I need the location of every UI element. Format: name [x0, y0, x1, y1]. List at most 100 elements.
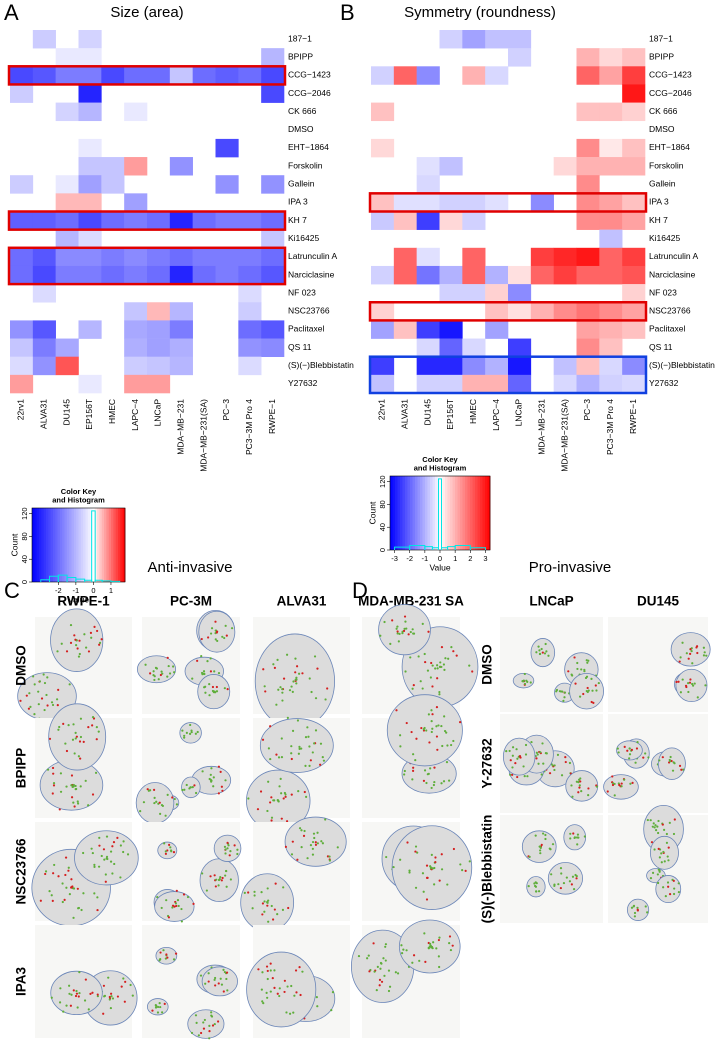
heatmap-cell	[599, 338, 623, 357]
nucleus	[74, 638, 77, 641]
heatmap-cell	[599, 211, 623, 230]
row-label: CK 666	[288, 106, 317, 116]
nucleus	[679, 691, 682, 694]
nucleus	[418, 959, 421, 962]
nucleus	[577, 791, 580, 794]
nucleus	[322, 759, 326, 762]
nucleus	[228, 854, 231, 857]
nucleus	[409, 656, 412, 659]
nucleus	[79, 757, 82, 760]
heatmap-cell	[147, 320, 171, 339]
y-tick-label: 40	[20, 555, 29, 563]
row-label: IPA 3	[649, 197, 669, 207]
y-tick-label: 0	[20, 580, 29, 584]
nucleus	[429, 944, 432, 947]
nucleus	[587, 794, 590, 797]
nucleus	[304, 736, 308, 739]
nucleus	[511, 766, 514, 769]
heatmap-cell	[530, 247, 554, 267]
nucleus	[181, 788, 184, 792]
nucleus	[282, 797, 285, 800]
nucleus	[79, 717, 83, 720]
nucleus	[569, 837, 572, 840]
micrograph	[608, 804, 708, 923]
heatmap-cell	[462, 265, 486, 285]
heatmap-cell	[485, 284, 509, 303]
nucleus	[613, 794, 616, 797]
nucleus	[265, 965, 269, 968]
nucleus	[395, 627, 398, 630]
nucleus	[422, 779, 426, 782]
nucleus	[544, 752, 547, 755]
heatmap-cell	[462, 338, 486, 357]
x-tick-label: -1	[422, 554, 429, 563]
heatmap-cell	[101, 211, 125, 230]
nucleus	[312, 832, 316, 835]
row-label: CK 666	[649, 106, 678, 116]
nucleus	[378, 978, 382, 982]
nucleus	[583, 668, 586, 671]
nucleus	[65, 785, 68, 788]
nucleus	[314, 697, 318, 700]
heatmap-cell	[261, 211, 285, 230]
nucleus	[109, 850, 113, 853]
heatmap-cell	[439, 157, 463, 176]
nucleus	[292, 680, 295, 683]
key-gradient	[452, 476, 456, 550]
nucleus	[319, 763, 322, 766]
nucleus	[87, 1008, 90, 1011]
nucleus	[266, 996, 269, 999]
column-label: HMEC	[107, 399, 117, 424]
nucleus	[633, 915, 636, 918]
nucleus	[264, 690, 267, 693]
nucleus	[618, 783, 621, 787]
heatmap-cell	[622, 157, 646, 176]
nucleus	[282, 677, 286, 680]
heatmap-cell	[462, 66, 486, 85]
nucleus	[321, 756, 324, 759]
key-gradient	[420, 476, 423, 550]
nucleus	[326, 687, 329, 690]
row-label: 187−1	[649, 33, 673, 43]
heatmap-cell	[101, 157, 125, 176]
nucleus	[53, 863, 56, 867]
nucleus	[272, 663, 275, 666]
row-label: KH 7	[288, 215, 307, 225]
heatmap-cell	[599, 66, 623, 85]
nucleus	[51, 703, 55, 707]
nucleus	[64, 742, 67, 745]
nucleus	[570, 784, 573, 787]
nucleus	[89, 992, 92, 995]
heatmap-cell	[622, 284, 646, 303]
column-header: ALVA31	[277, 594, 327, 609]
nucleus	[667, 859, 670, 862]
nucleus	[212, 785, 215, 788]
nucleus	[435, 725, 438, 728]
heatmap-cell	[32, 356, 56, 376]
nucleus	[705, 654, 708, 657]
nucleus	[300, 846, 303, 849]
nucleus	[165, 899, 168, 902]
heatmap-cell	[416, 247, 440, 267]
nucleus	[577, 836, 580, 839]
nucleus	[269, 990, 272, 993]
key-xlabel: Value	[68, 594, 89, 604]
heatmap-cell	[215, 175, 239, 194]
nucleus	[630, 748, 633, 751]
nucleus	[120, 985, 123, 988]
nucleus	[298, 827, 302, 830]
nucleus	[428, 741, 431, 744]
nucleus	[636, 908, 639, 911]
key-gradient	[118, 508, 121, 582]
nucleus	[442, 780, 446, 783]
nucleus	[559, 886, 562, 890]
heatmap-cell	[599, 193, 623, 212]
heatmap-cell	[371, 211, 395, 230]
key-gradient	[69, 508, 72, 582]
row-label: NF 023	[288, 287, 316, 297]
heatmap-cell	[261, 229, 285, 249]
heatmap-cell	[78, 48, 102, 67]
heatmap-cell	[10, 356, 34, 376]
nucleus	[401, 952, 404, 955]
nucleus	[166, 656, 169, 659]
